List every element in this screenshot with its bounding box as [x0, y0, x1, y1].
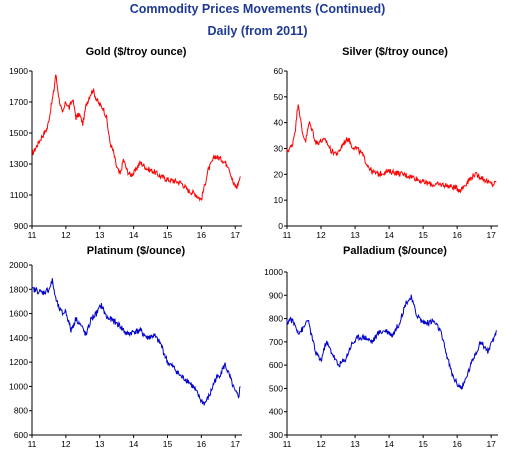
gold-x-tick-label: 15	[163, 230, 173, 240]
palladium-x-tick-label: 14	[384, 439, 394, 449]
platinum-series-line	[31, 278, 241, 406]
palladium-y-tick-label: 400	[269, 407, 283, 417]
palladium-y-tick-label: 600	[269, 360, 283, 370]
silver-y-tick-label: 30	[274, 144, 284, 154]
page-subtitle: Daily (from 2011)	[207, 24, 308, 38]
palladium-series-line	[286, 294, 497, 390]
platinum-y-tick-label: 1800	[9, 284, 28, 294]
gold-y-tick-label: 1100	[10, 190, 29, 200]
platinum-x-tick-label: 13	[95, 439, 105, 449]
platinum-x-tick-label: 14	[129, 439, 139, 449]
palladium-x-tick-label: 11	[283, 439, 292, 449]
gold-x-tick-label: 16	[197, 230, 207, 240]
palladium-chart-title: Palladium ($/ounce)	[343, 245, 447, 257]
platinum-y-tick-label: 1000	[9, 381, 28, 391]
platinum-chart-title: Platinum ($/ounce)	[87, 245, 186, 257]
silver-x-tick-label: 14	[384, 230, 394, 240]
silver-x-tick-label: 16	[452, 230, 462, 240]
silver-y-tick-label: 40	[274, 118, 284, 128]
silver-y-tick-label: 10	[274, 195, 284, 205]
palladium-x-tick-label: 12	[316, 439, 326, 449]
silver-x-tick-label: 12	[316, 230, 326, 240]
platinum-y-tick-label: 600	[14, 430, 28, 440]
platinum-y-tick-label: 1600	[9, 309, 28, 319]
palladium-y-tick-label: 900	[269, 290, 283, 300]
gold-y-tick-label: 1900	[9, 66, 28, 76]
platinum-y-tick-label: 800	[14, 406, 28, 416]
platinum-x-tick-label: 16	[197, 439, 207, 449]
silver-y-tick-label: 0	[278, 221, 283, 231]
palladium-y-tick-label: 1000	[264, 267, 283, 277]
silver-x-tick-label: 13	[350, 230, 360, 240]
silver-x-tick-label: 17	[486, 230, 496, 240]
platinum-y-tick-label: 1400	[9, 333, 28, 343]
palladium-x-tick-label: 15	[418, 439, 428, 449]
platinum-x-tick-label: 12	[61, 439, 71, 449]
palladium-x-tick-label: 17	[486, 439, 496, 449]
silver-y-tick-label: 50	[274, 92, 284, 102]
gold-series-line	[31, 74, 241, 202]
platinum-x-tick-label: 11	[28, 439, 37, 449]
gold-y-tick-label: 900	[14, 221, 28, 231]
platinum-y-tick-label: 2000	[9, 260, 28, 270]
silver-x-tick-label: 11	[283, 230, 292, 240]
platinum-x-tick-label: 15	[163, 439, 173, 449]
palladium-y-tick-label: 500	[269, 383, 283, 393]
platinum-x-tick-label: 17	[230, 439, 240, 449]
gold-y-tick-label: 1500	[9, 128, 28, 138]
gold-x-tick-label: 12	[61, 230, 71, 240]
gold-y-tick-label: 1700	[9, 97, 28, 107]
gold-x-tick-label: 11	[28, 230, 37, 240]
silver-series-line	[286, 104, 497, 194]
gold-y-tick-label: 1300	[9, 159, 28, 169]
silver-chart-title: Silver ($/troy ounce)	[342, 46, 448, 58]
palladium-y-tick-label: 700	[269, 337, 283, 347]
palladium-y-tick-label: 800	[269, 314, 283, 324]
palladium-x-tick-label: 13	[350, 439, 360, 449]
palladium-y-tick-label: 300	[269, 430, 283, 440]
silver-y-tick-label: 20	[274, 169, 284, 179]
gold-chart-title: Gold ($/troy ounce)	[86, 46, 187, 58]
gold-x-tick-label: 14	[129, 230, 139, 240]
platinum-y-tick-label: 1200	[9, 357, 28, 367]
palladium-x-tick-label: 16	[452, 439, 462, 449]
gold-x-tick-label: 17	[230, 230, 240, 240]
gold-x-tick-label: 13	[95, 230, 105, 240]
silver-x-tick-label: 15	[418, 230, 428, 240]
page-title: Commodity Prices Movements (Continued)	[129, 2, 386, 16]
silver-y-tick-label: 60	[274, 66, 284, 76]
